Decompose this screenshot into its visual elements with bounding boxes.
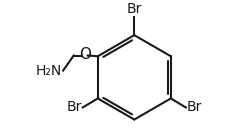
Text: Br: Br: [127, 2, 142, 16]
Text: O: O: [79, 47, 91, 62]
Text: H₂N: H₂N: [35, 64, 62, 78]
Text: Br: Br: [187, 100, 202, 115]
Text: Br: Br: [67, 100, 82, 115]
